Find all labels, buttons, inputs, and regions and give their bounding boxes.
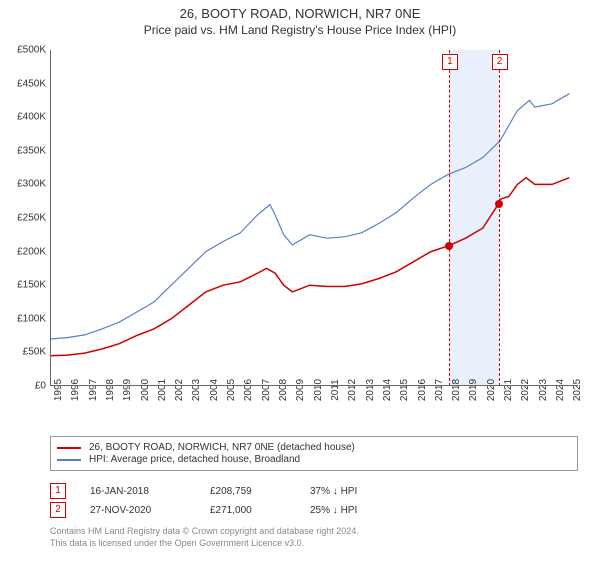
sales-row-date: 16-JAN-2018: [90, 486, 210, 497]
sales-row: 2 27-NOV-2020£271,00025% ↓ HPI: [50, 502, 578, 518]
y-tick-label: £100K: [0, 313, 46, 324]
attribution-text: Contains HM Land Registry data © Crown c…: [50, 526, 578, 549]
chart-title: 26, BOOTY ROAD, NORWICH, NR7 0NE: [0, 6, 600, 21]
y-tick-label: £350K: [0, 145, 46, 156]
series-hpi: [50, 94, 569, 339]
y-tick-label: £500K: [0, 45, 46, 56]
chart-plot-area: £0£50K£100K£150K£200K£250K£300K£350K£400…: [50, 50, 578, 386]
y-tick-label: £400K: [0, 112, 46, 123]
y-tick-label: £0: [0, 381, 46, 392]
y-tick-label: £300K: [0, 179, 46, 190]
sale-marker-2: 2: [492, 54, 508, 70]
sale-dot-1: [445, 242, 453, 250]
legend-label: HPI: Average price, detached house, Broa…: [89, 454, 300, 465]
y-axis-line: [50, 50, 51, 386]
sale-marker-1: 1: [442, 54, 458, 70]
legend-swatch: [57, 447, 81, 449]
sales-table: 1 16-JAN-2018£208,75937% ↓ HPI 2 27-NOV-202…: [50, 480, 578, 521]
attribution-line-2: This data is licensed under the Open Gov…: [50, 538, 578, 550]
sales-row-marker: 2: [50, 502, 66, 518]
legend-item: HPI: Average price, detached house, Broa…: [57, 454, 571, 465]
y-tick-label: £250K: [0, 213, 46, 224]
legend-item: 26, BOOTY ROAD, NORWICH, NR7 0NE (detach…: [57, 442, 571, 453]
y-tick-label: £150K: [0, 280, 46, 291]
sale-vline-2: [499, 50, 500, 386]
sale-dot-2: [495, 200, 503, 208]
chart-subtitle: Price paid vs. HM Land Registry's House …: [0, 23, 600, 37]
attribution-line-1: Contains HM Land Registry data © Crown c…: [50, 526, 578, 538]
legend-swatch: [57, 459, 81, 461]
sales-row-diff: 25% ↓ HPI: [310, 505, 430, 516]
y-tick-label: £50K: [0, 347, 46, 358]
sales-row-diff: 37% ↓ HPI: [310, 486, 430, 497]
x-axis-line: [50, 385, 578, 386]
legend: 26, BOOTY ROAD, NORWICH, NR7 0NE (detach…: [50, 436, 578, 471]
sale-vline-1: [449, 50, 450, 386]
sales-row: 1 16-JAN-2018£208,75937% ↓ HPI: [50, 483, 578, 499]
sales-row-marker: 1: [50, 483, 66, 499]
y-tick-label: £200K: [0, 246, 46, 257]
sales-row-price: £208,759: [210, 486, 310, 497]
legend-label: 26, BOOTY ROAD, NORWICH, NR7 0NE (detach…: [89, 442, 355, 453]
y-tick-label: £450K: [0, 78, 46, 89]
sales-row-price: £271,000: [210, 505, 310, 516]
sales-row-date: 27-NOV-2020: [90, 505, 210, 516]
series-property: [50, 178, 569, 356]
